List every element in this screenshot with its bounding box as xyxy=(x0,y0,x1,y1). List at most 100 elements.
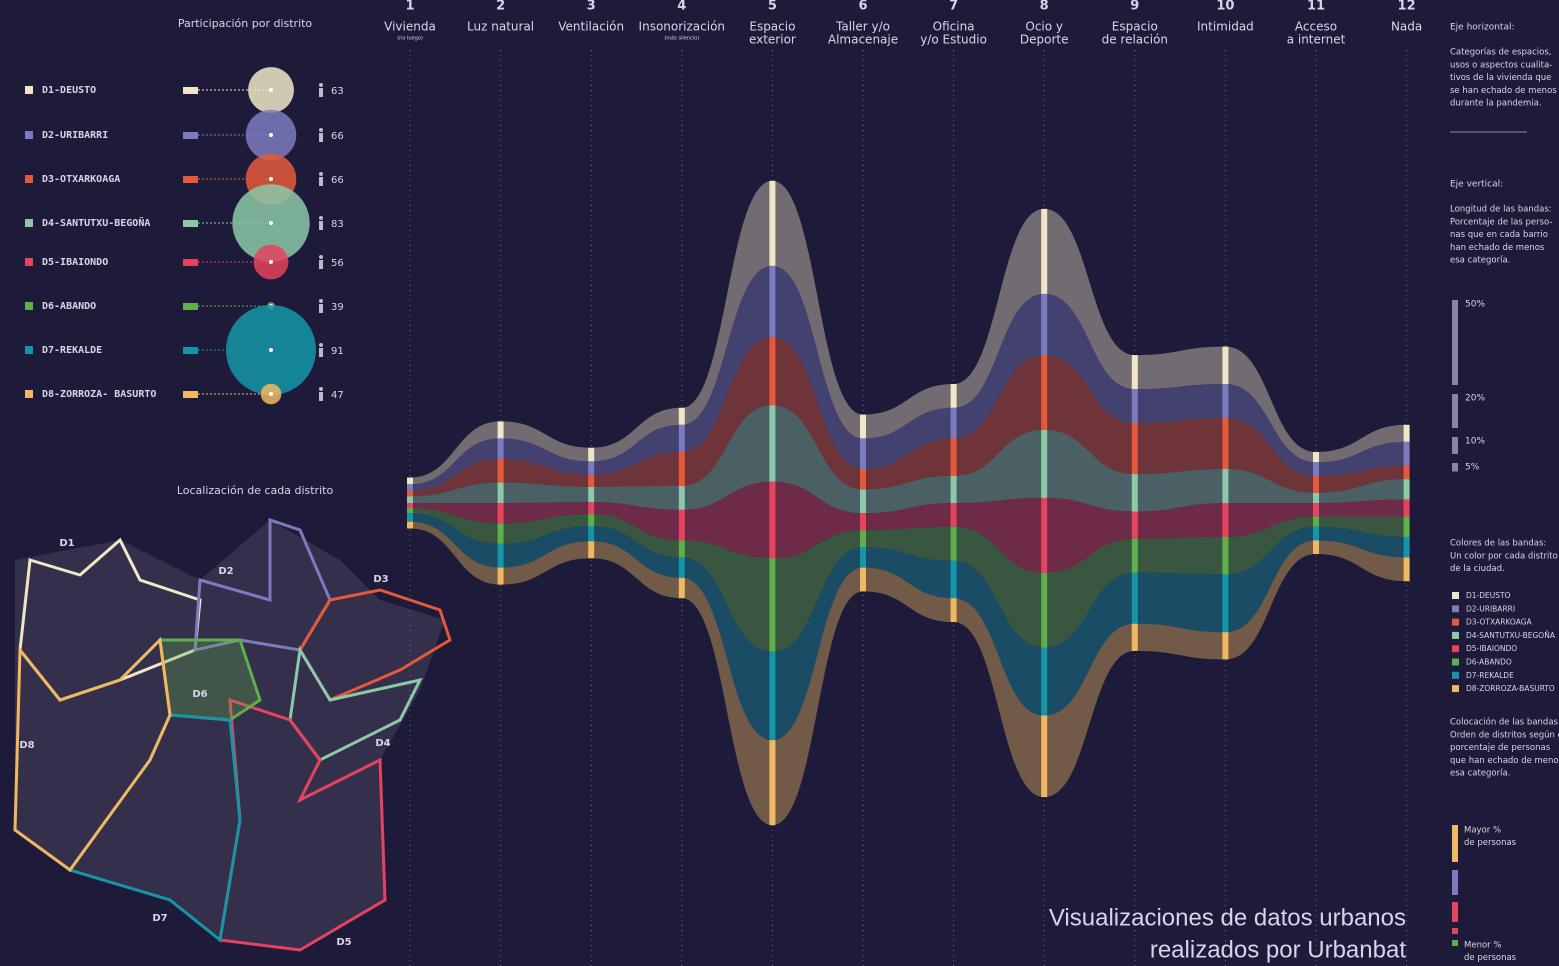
order-swatch xyxy=(1452,928,1458,934)
note-text: Menor % xyxy=(1464,941,1501,951)
person-head xyxy=(319,255,323,259)
column-number: 4 xyxy=(677,0,686,14)
band-segment xyxy=(1222,632,1228,659)
band-segment xyxy=(951,598,957,622)
participation-value: 66 xyxy=(331,131,344,142)
ribbon xyxy=(1135,418,1226,474)
person-head xyxy=(319,343,323,347)
band-segment xyxy=(860,513,866,530)
band-segment xyxy=(860,469,866,489)
column-label: Espacio xyxy=(749,20,795,34)
band-segment xyxy=(1132,474,1138,511)
participation-value: 66 xyxy=(331,175,344,186)
bubble-center xyxy=(269,260,273,264)
band-segment xyxy=(679,425,685,452)
person-head xyxy=(319,128,323,132)
column-label: y/o Estudio xyxy=(920,33,987,47)
column-number: 2 xyxy=(496,0,505,14)
band-segment xyxy=(407,522,413,529)
band-segment xyxy=(769,266,775,337)
note-text: Colores de las bandas: xyxy=(1450,539,1546,549)
band-segment xyxy=(1404,557,1410,581)
district-bar xyxy=(183,220,198,227)
person-body xyxy=(319,88,323,97)
note-text: porcentaje de personas xyxy=(1450,743,1551,753)
note-text: nas que en cada barrio xyxy=(1450,230,1548,240)
ribbon xyxy=(1135,573,1226,633)
district-label: D3-OTXARKOAGA xyxy=(42,174,120,185)
band-segment xyxy=(588,448,594,462)
band-segment xyxy=(1404,537,1410,557)
legend-label: D1-DEUSTO xyxy=(1466,591,1511,600)
band-segment xyxy=(769,181,775,266)
map-label: D8 xyxy=(19,740,34,751)
note-text: se han echado de menos xyxy=(1450,86,1557,96)
band-segment xyxy=(407,513,413,522)
band-segment xyxy=(1041,573,1047,648)
column-label: Espacio xyxy=(1112,20,1158,34)
note-text: Porcentaje de las perso- xyxy=(1450,217,1552,227)
band-segment xyxy=(407,503,413,508)
band-segment xyxy=(1041,716,1047,798)
caption: Visualizaciones de datos urbanos xyxy=(1049,904,1406,931)
column-note: (más silencio) xyxy=(664,35,699,42)
map-label: D7 xyxy=(152,913,167,924)
band-segment xyxy=(1404,500,1410,517)
band-segment xyxy=(1313,540,1319,554)
column-number: 1 xyxy=(405,0,414,14)
map-label: D4 xyxy=(375,738,390,749)
column-label: Taller y/o xyxy=(835,20,890,34)
district-label: D4-SANTUTXU-BEGOÑA xyxy=(42,216,150,229)
band-segment xyxy=(1222,384,1228,418)
band-segment xyxy=(1313,476,1319,493)
participation-value: 63 xyxy=(331,86,344,97)
legend-swatch xyxy=(1452,632,1459,639)
column-label: Intimidad xyxy=(1197,20,1254,34)
band-segment xyxy=(951,561,957,598)
band-segment xyxy=(860,547,866,567)
band-segment xyxy=(498,421,504,438)
district-label: D6-ABANDO xyxy=(42,301,96,312)
band-segment xyxy=(769,405,775,482)
note-text: de personas xyxy=(1464,838,1517,848)
participation-value: 91 xyxy=(331,346,344,357)
band-segment xyxy=(1132,355,1138,389)
band-segment xyxy=(588,461,594,475)
band-segment xyxy=(679,540,685,557)
legend-label: D2-URIBARRI xyxy=(1466,604,1515,613)
note-text: esa categoría. xyxy=(1450,769,1510,779)
scale-bar xyxy=(1452,437,1458,454)
column-label: Ventilación xyxy=(558,20,624,34)
person-head xyxy=(319,387,323,391)
page: Participación por distrito Localización … xyxy=(0,0,1559,966)
band-segment xyxy=(1132,539,1138,573)
band-segment xyxy=(1222,418,1228,469)
participation-value: 47 xyxy=(331,390,344,401)
note-text: Orden de distritos según el xyxy=(1450,730,1559,740)
map-label: D5 xyxy=(336,937,351,948)
band-segment xyxy=(498,459,504,483)
legend-swatch xyxy=(25,390,33,398)
band-segment xyxy=(951,527,957,561)
band-segment xyxy=(1404,517,1410,537)
scale-label: 10% xyxy=(1465,437,1485,447)
person-body xyxy=(319,177,323,186)
legend-swatch xyxy=(1452,672,1459,679)
note-text: Longitud de las bandas: xyxy=(1450,205,1552,215)
legend-swatch xyxy=(1452,659,1459,666)
district-bar xyxy=(183,259,198,266)
map-label: D1 xyxy=(59,538,74,549)
note-text: esa categoría. xyxy=(1450,256,1510,266)
legend-swatch xyxy=(1452,645,1459,652)
district-bar xyxy=(183,132,198,139)
column-note: (no luego) xyxy=(397,36,423,42)
column-number: 5 xyxy=(768,0,777,14)
band-segment xyxy=(951,438,957,475)
bubble-center xyxy=(269,88,273,92)
bubble-center xyxy=(269,221,273,225)
column-number: 10 xyxy=(1216,0,1234,14)
district-label: D8-ZORROZA- BASURTO xyxy=(42,389,156,400)
band-segment xyxy=(1132,512,1138,539)
person-body xyxy=(319,304,323,313)
note-text: usos o aspectos cualita- xyxy=(1450,60,1552,70)
